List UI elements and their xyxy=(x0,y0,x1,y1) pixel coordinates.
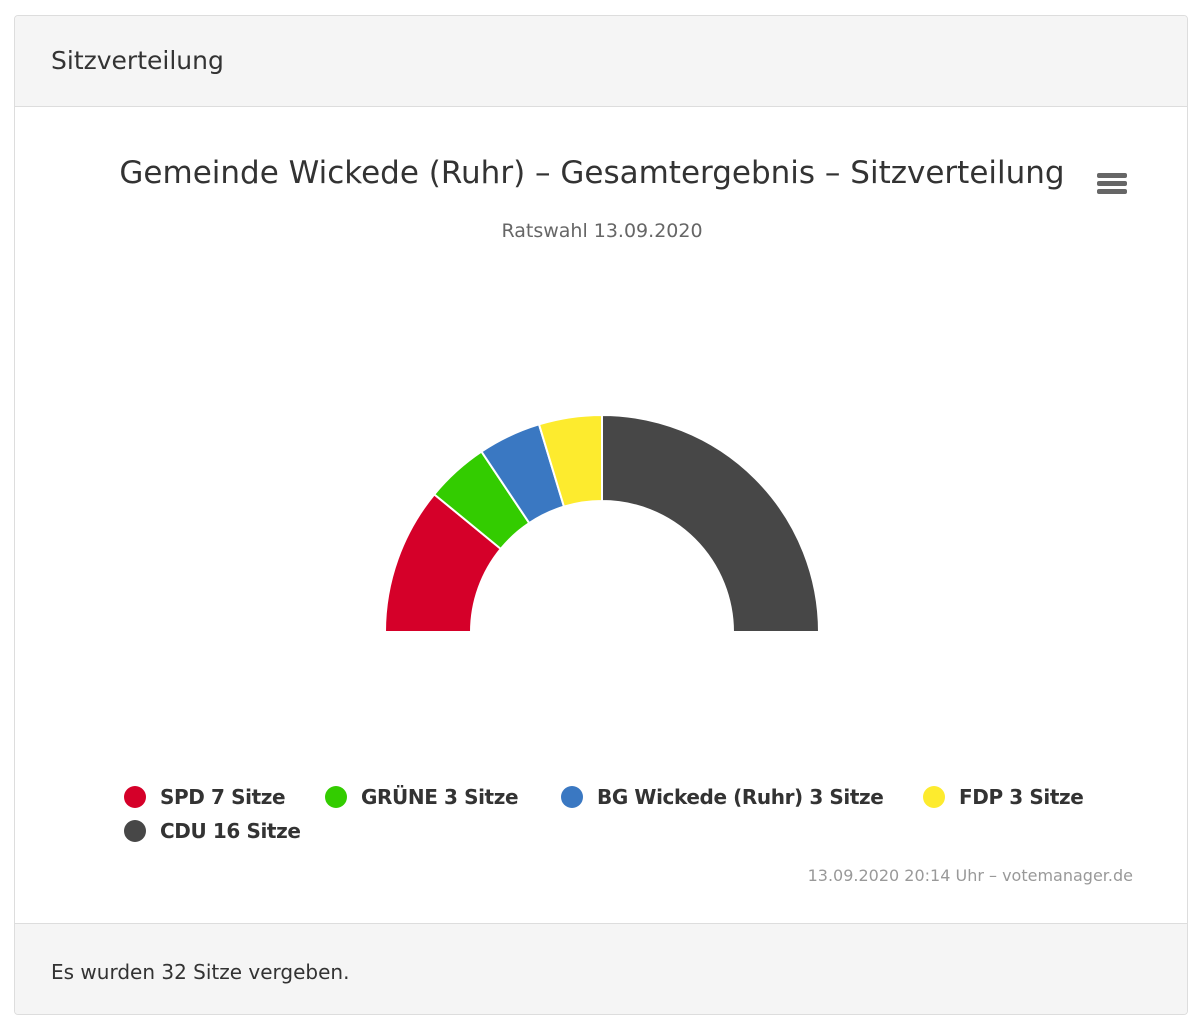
panel-footer: Es wurden 32 Sitze vergeben. xyxy=(15,923,1187,1014)
legend-label: SPD 7 Sitze xyxy=(160,785,286,809)
legend-color-dot xyxy=(124,786,146,808)
legend-label: GRÜNE 3 Sitze xyxy=(361,785,519,809)
legend-color-dot xyxy=(325,786,347,808)
panel-heading: Sitzverteilung xyxy=(15,16,1187,107)
legend-color-dot xyxy=(561,786,583,808)
legend-color-dot xyxy=(923,786,945,808)
legend-color-dot xyxy=(124,820,146,842)
hamburger-menu-icon[interactable] xyxy=(1094,168,1130,200)
legend-label: FDP 3 Sitze xyxy=(959,785,1084,809)
seat-slice-cdu[interactable] xyxy=(601,414,820,633)
chart-subtitle: Ratswahl 13.09.2020 xyxy=(501,220,703,242)
legend-item[interactable]: SPD 7 Sitze xyxy=(124,784,286,810)
chart-title: Gemeinde Wickede (Ruhr) – Gesamtergebnis… xyxy=(119,155,1065,191)
legend-label: CDU 16 Sitze xyxy=(160,819,301,843)
legend-item[interactable]: BG Wickede (Ruhr) 3 Sitze xyxy=(561,784,884,810)
legend-item[interactable]: FDP 3 Sitze xyxy=(923,784,1084,810)
seats-total-text: Es wurden 32 Sitze vergeben. xyxy=(51,960,350,984)
panel-title: Sitzverteilung xyxy=(51,46,224,75)
seat-distribution-chart xyxy=(384,414,820,633)
chart-credits[interactable]: 13.09.2020 20:14 Uhr – votemanager.de xyxy=(807,866,1133,885)
legend-item[interactable]: CDU 16 Sitze xyxy=(124,818,301,844)
legend-label: BG Wickede (Ruhr) 3 Sitze xyxy=(597,785,884,809)
legend-item[interactable]: GRÜNE 3 Sitze xyxy=(325,784,519,810)
seat-distribution-panel: Sitzverteilung Es wurden 32 Sitze vergeb… xyxy=(14,15,1188,1015)
